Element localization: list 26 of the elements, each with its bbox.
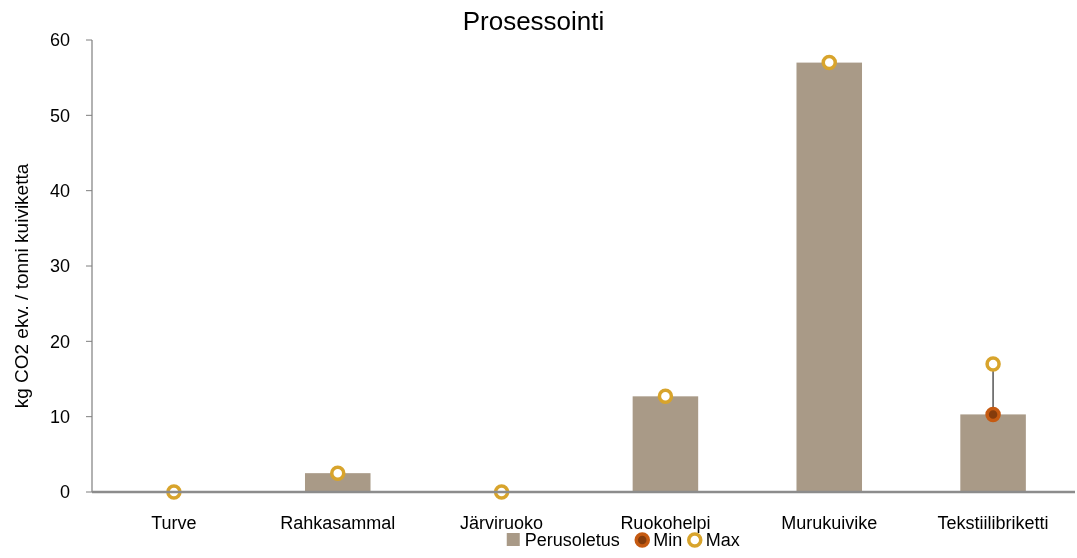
x-tick-label: Järviruoko (460, 513, 544, 533)
y-axis-title: kg CO2 ekv. / tonni kuiviketta (11, 163, 32, 409)
x-tick-label: Rahkasammal (280, 513, 396, 533)
chart-title: Prosessointi (462, 6, 605, 36)
y-tick-label: 20 (49, 331, 70, 352)
legend-label: Perusoletus (524, 530, 620, 550)
legend-label: Min (653, 530, 683, 550)
y-tick-label: 30 (49, 256, 70, 277)
y-tick-label: 50 (49, 105, 70, 126)
point (330, 465, 346, 481)
bar (796, 62, 863, 492)
x-tick-label: Tekstiilibriketti (937, 513, 1049, 533)
point (821, 54, 837, 71)
bar (960, 414, 1026, 492)
x-tick-label: Turve (151, 513, 197, 533)
bar (632, 396, 699, 492)
point (657, 388, 674, 405)
y-tick-label: 10 (49, 406, 70, 427)
x-tick-label: Ruokohelpi (620, 513, 711, 533)
legend-label: Max (705, 530, 740, 550)
point (985, 406, 1001, 423)
point (985, 356, 1001, 372)
y-tick-label: 40 (49, 180, 70, 201)
y-tick-label: 0 (59, 482, 70, 503)
x-tick-label: Murukuivike (781, 513, 878, 533)
y-tick-label: 60 (49, 30, 70, 51)
